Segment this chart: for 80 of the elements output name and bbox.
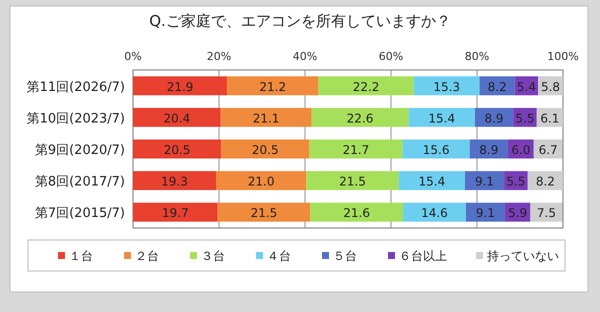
data-label: 8.9 bbox=[479, 143, 498, 157]
bar bbox=[530, 202, 563, 222]
chart-title: Q.ご家庭で、エアコンを所有していますか？ bbox=[149, 12, 451, 30]
x-tick-label: 40% bbox=[292, 50, 318, 63]
bar bbox=[480, 76, 515, 96]
bar bbox=[133, 171, 216, 190]
data-label: 20.4 bbox=[164, 111, 190, 126]
data-label: 22.2 bbox=[352, 80, 380, 94]
data-label: 5.8 bbox=[540, 80, 560, 94]
legend-label: ３台 bbox=[201, 249, 225, 263]
bar bbox=[318, 76, 414, 96]
legend-label: ５台 bbox=[333, 249, 357, 263]
data-label: 14.6 bbox=[421, 206, 448, 220]
data-label: 8.2 bbox=[488, 80, 507, 94]
bar bbox=[470, 140, 508, 158]
data-label: 6.1 bbox=[540, 111, 560, 126]
data-label: 21.9 bbox=[166, 80, 194, 94]
data-label: 19.3 bbox=[161, 174, 188, 189]
y-tick-label: 第9回(2020/7) bbox=[34, 143, 125, 158]
data-label: 9.1 bbox=[474, 174, 494, 189]
bar bbox=[227, 76, 318, 96]
bar bbox=[310, 202, 404, 222]
bar bbox=[133, 108, 221, 127]
bar bbox=[221, 140, 310, 158]
data-label: 21.6 bbox=[343, 206, 370, 220]
data-label: 9.1 bbox=[476, 206, 495, 220]
bar bbox=[402, 140, 470, 158]
bar bbox=[528, 171, 563, 190]
legend-label: １台 bbox=[69, 249, 93, 263]
data-label: 7.5 bbox=[536, 206, 556, 220]
data-label: 5.5 bbox=[506, 174, 526, 189]
y-tick-label: 第11回(2026/7) bbox=[26, 80, 125, 95]
data-label: 5.5 bbox=[515, 111, 534, 126]
bar bbox=[218, 202, 310, 222]
bar bbox=[408, 108, 475, 127]
bar bbox=[133, 140, 222, 158]
data-label: 21.5 bbox=[339, 174, 366, 189]
bar bbox=[133, 76, 228, 96]
data-label: 5.4 bbox=[516, 80, 536, 94]
y-tick-label: 第8回(2017/7) bbox=[34, 174, 125, 190]
legend-label: ４台 bbox=[267, 249, 291, 263]
bar bbox=[311, 108, 409, 127]
x-tick-label: 0% bbox=[124, 50, 142, 63]
data-label: 8.2 bbox=[536, 174, 555, 189]
x-tick-label: 60% bbox=[378, 50, 404, 63]
x-tick-label: 100% bbox=[547, 50, 579, 63]
data-label: 21.0 bbox=[248, 174, 274, 189]
x-tick-label: 80% bbox=[464, 50, 490, 63]
data-label: 21.5 bbox=[250, 206, 278, 220]
bar bbox=[398, 171, 465, 190]
y-tick-label: 第7回(2015/7) bbox=[34, 206, 125, 222]
bar bbox=[133, 202, 218, 222]
data-label: 21.2 bbox=[259, 80, 286, 94]
data-label: 15.6 bbox=[422, 143, 450, 157]
data-label: 20.5 bbox=[164, 143, 190, 157]
y-tick-label: 第10回(2023/7) bbox=[26, 111, 125, 126]
bar bbox=[466, 202, 505, 222]
legend-label: ６台以上 bbox=[399, 249, 447, 263]
bar bbox=[414, 76, 480, 96]
data-label: 22.6 bbox=[346, 111, 374, 126]
data-label: 20.5 bbox=[252, 143, 279, 157]
data-label: 21.1 bbox=[252, 111, 280, 126]
data-label: 8.9 bbox=[484, 111, 504, 126]
bar bbox=[403, 202, 466, 222]
x-tick-label: 20% bbox=[206, 50, 232, 63]
bar bbox=[464, 171, 504, 190]
data-label: 15.4 bbox=[418, 174, 446, 189]
data-label: 15.4 bbox=[428, 111, 456, 126]
data-label: 6.0 bbox=[511, 143, 530, 157]
bar bbox=[306, 171, 399, 190]
legend-label: 持っていない bbox=[487, 249, 559, 263]
data-label: 19.7 bbox=[162, 206, 189, 220]
data-label: 6.7 bbox=[538, 143, 558, 157]
data-label: 21.7 bbox=[342, 143, 370, 157]
legend-label: ２台 bbox=[135, 249, 159, 263]
bar bbox=[220, 108, 312, 127]
data-label: 15.3 bbox=[433, 80, 460, 94]
data-label: 5.9 bbox=[508, 206, 528, 220]
bar bbox=[309, 140, 403, 158]
bar bbox=[216, 171, 306, 190]
